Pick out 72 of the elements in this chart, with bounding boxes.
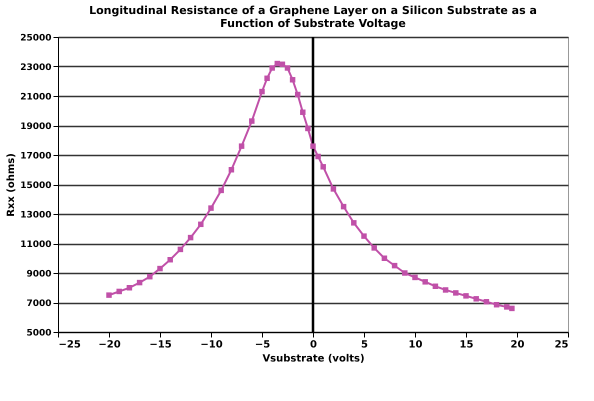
y-tick-label: 19000 [20,122,52,132]
point [238,143,244,149]
point [259,88,265,94]
point [310,143,316,149]
point [116,288,122,294]
point [453,290,459,296]
y-tick-label: 15000 [20,181,52,191]
point [315,154,321,160]
point [274,60,280,66]
x-tick-label: 20 [510,340,524,350]
x-axis-title: Vsubstrate (volts) [262,354,365,364]
x-tick-label: 25 [554,340,569,350]
point [167,256,173,262]
point [392,262,398,268]
point [126,285,132,290]
point [340,204,346,210]
point [330,186,336,192]
y-axis-title: Rxx (ohms) [6,153,18,217]
point [509,306,515,312]
x-tick-label: −10 [200,340,223,350]
point [178,246,184,252]
x-tick-label: 15 [460,340,474,350]
point [494,302,500,308]
point [473,296,479,302]
point [284,65,290,71]
point [218,188,224,194]
point [147,274,153,280]
x-tick-label: −25 [58,340,81,350]
point [484,299,490,304]
y-tick-label: 17000 [20,152,52,162]
point [106,292,112,298]
point [188,234,194,240]
point [264,76,270,82]
point [136,280,142,286]
point [361,233,367,239]
y-tick-label: 23000 [20,63,52,73]
x-tick-label: 10 [408,340,422,350]
point [305,126,311,132]
x-tick-label: 0 [310,340,318,350]
point [463,293,469,299]
y-tick-label: 25000 [20,34,52,44]
y-tick-label: 11000 [20,240,52,250]
point [269,65,275,71]
y-tick-label: 7000 [26,299,52,309]
x-tick-label: −20 [98,340,121,350]
point [290,77,296,83]
point [228,167,234,172]
y-tick-label: 5000 [26,328,52,338]
point [198,222,204,228]
point [442,287,448,293]
chart-title: Longitudinal Resistance of a Graphene Layer on a Silicon Substrate as a Function of Substrate Voltage [89,4,537,30]
point [371,245,377,251]
point [422,279,428,285]
point [402,270,408,276]
point [294,92,300,98]
point [412,274,418,280]
x-tick-label: 5 [361,340,368,350]
y-tick-label: 9000 [26,270,52,280]
point [351,220,357,226]
y-tick-label: 21000 [20,92,52,102]
point [208,205,214,211]
point [249,118,255,124]
point [300,109,306,115]
y-tick-label: 13000 [20,210,52,220]
point [504,304,510,310]
point [382,256,388,261]
point [432,284,438,290]
point [157,266,163,272]
x-tick-label: −5 [254,340,270,350]
x-tick-label: −15 [149,340,172,350]
point [280,62,286,68]
point [320,164,326,170]
